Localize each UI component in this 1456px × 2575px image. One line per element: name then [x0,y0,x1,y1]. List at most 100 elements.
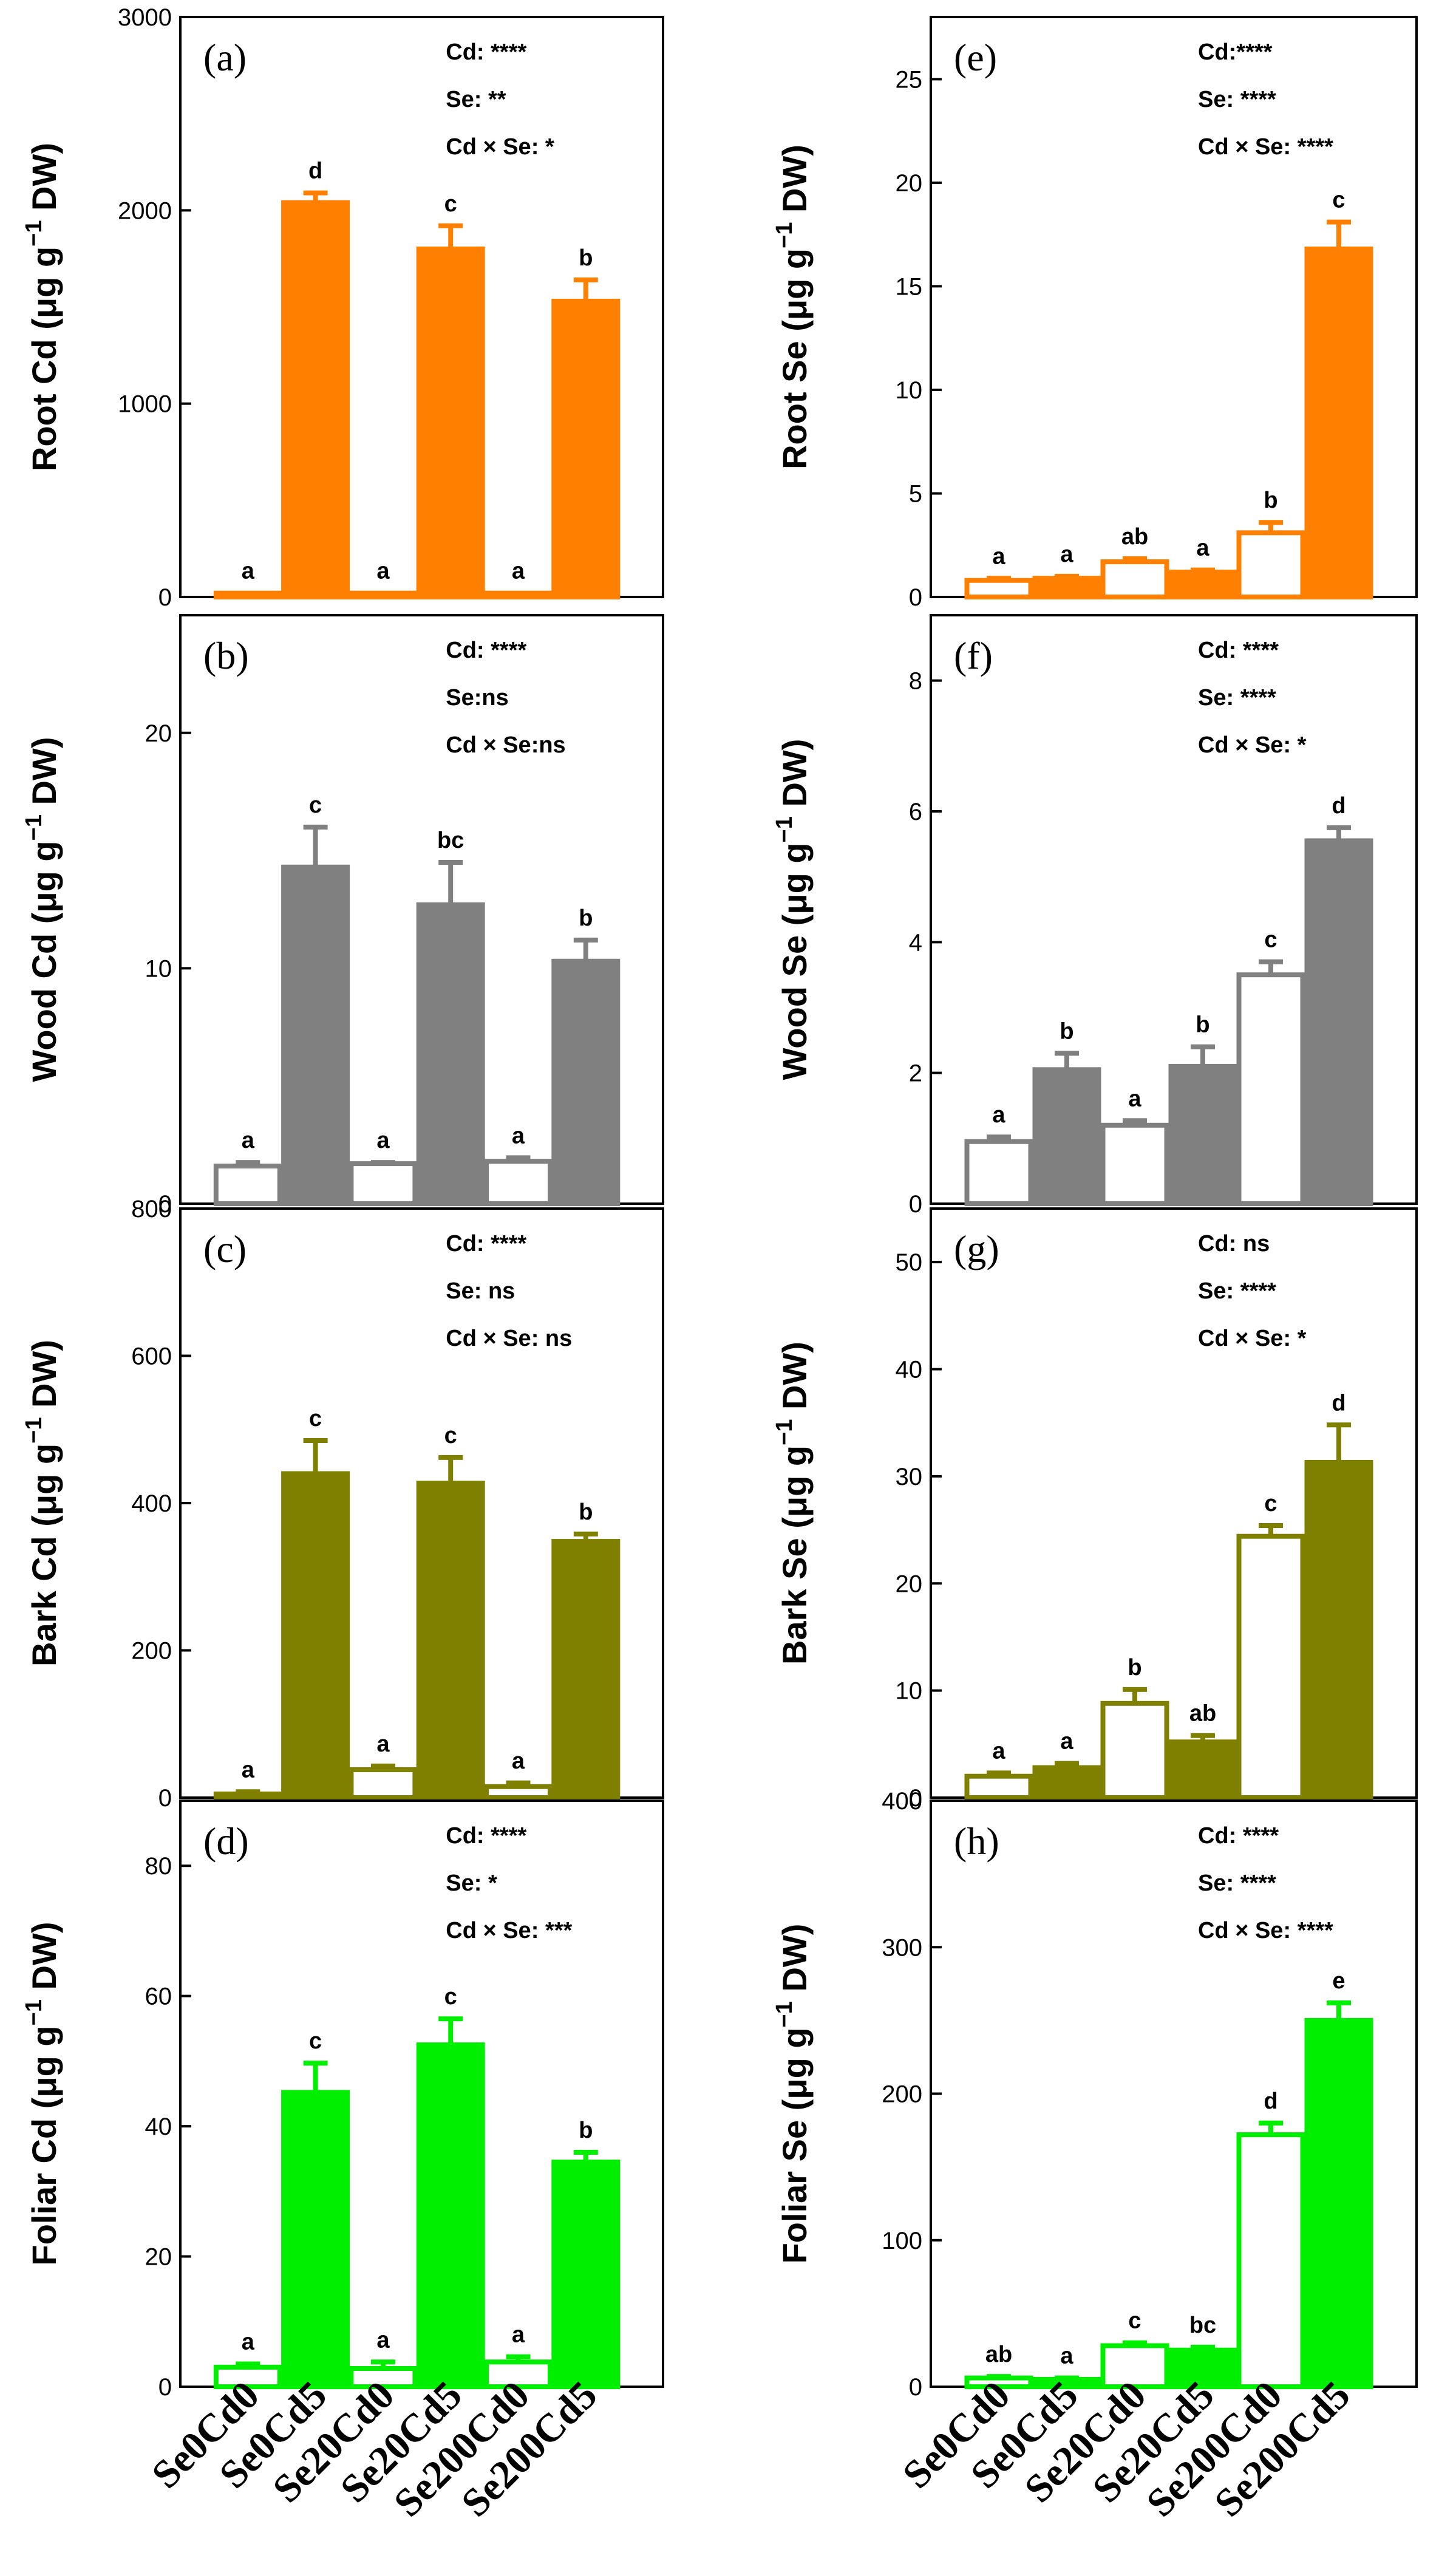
y-tick-label: 0 [909,2374,922,2401]
bar [213,1163,282,1207]
significance-letter: d [1332,1390,1345,1416]
significance-letter: a [512,1123,525,1148]
stats-annotation: Cd × Se: **** [1198,134,1333,160]
y-axis-label-exponent: −1 [21,220,47,247]
y-axis-label-text: Foliar Cd ( [25,2097,63,2265]
panel-title: (e) [954,36,997,79]
significance-letter: c [1264,927,1277,953]
y-axis-label-text: Bark Se ( [775,1517,814,1665]
y-tick-label: 40 [896,1357,923,1383]
y-axis-label-text: Wood Cd ( [25,912,63,1082]
y-tick-label: 50 [896,1249,923,1276]
bar [213,590,282,600]
significance-letter: b [579,245,593,271]
bar [551,958,621,1206]
y-tick-label: 200 [882,2081,922,2108]
significance-letter: c [444,1423,457,1448]
significance-letter: bc [1189,2313,1216,2338]
y-tick-label: 0 [158,1785,172,1812]
y-axis-label-exponent: −1 [772,222,797,248]
stats-annotation: Cd:**** [1198,39,1273,65]
bar [1032,576,1101,600]
significance-letter: d [1264,2089,1277,2114]
stats-annotation: Cd × Se: **** [1198,1918,1333,1943]
significance-letter: b [1264,488,1277,513]
significance-letter: a [242,1757,255,1782]
y-axis-label-text: Root Se ( [775,320,814,469]
y-tick-label: 80 [145,1853,172,1880]
stats-annotation: Cd × Se:ns [446,732,565,758]
bar [1304,1459,1373,1801]
panel-f: 0 2 4 6 8 a b a b c d (f) Cd: **** Se: **** Cd × Se: *… [772,614,1418,1218]
panel-d: 0 20 40 60 80 a c a c a b (d) Cd: **** Se: * Cd × Se: … [21,1799,664,2525]
stats-annotation: Cd: ns [1198,1231,1270,1257]
stats-annotation: Cd × Se: ns [446,1326,572,1351]
stats-annotation: Se: **** [1198,685,1276,711]
bar [1236,2132,1305,2390]
stats-annotation: Se: ns [446,1278,515,1304]
y-axis-label-exponent: −1 [21,1999,47,2025]
panel-c: 0 200 400 600 800 a c a c a b (c) Cd: **** Se: ns Cd ×… [21,1196,664,1812]
y-axis-label-suffix: DW) [25,1340,63,1417]
significance-letter: a [1060,2344,1073,2369]
bar [1100,1700,1169,1801]
y-axis-label: Root Cd (μg g−1 DW) [21,143,63,471]
stats-annotation: Se: ** [446,87,506,112]
bar [349,1161,418,1207]
y-tick-label: 6 [909,799,922,825]
stats-annotation: Cd: **** [446,39,526,65]
significance-letter: a [992,1102,1005,1128]
panel-title: (a) [203,36,247,79]
stats-annotation: Cd × Se: * [1198,732,1307,758]
y-axis-label: Foliar Se (μg g−1 DW) [772,1924,814,2264]
y-tick-label: 4 [909,929,922,956]
bar [964,1139,1033,1207]
panel-title: (f) [954,634,993,677]
stats-annotation: Cd: **** [446,1823,526,1849]
significance-letter: a [512,1748,525,1774]
bar [213,2364,282,2389]
bar [484,1159,553,1207]
bar [416,1481,485,1800]
significance-letter: a [242,559,255,584]
bar [281,2090,350,2389]
significance-letter: a [512,559,525,584]
y-tick-label: 10 [896,377,923,404]
y-axis-label-suffix: DW) [775,1342,814,1419]
y-tick-label: 200 [131,1638,172,1665]
y-axis-label-unit: μg g [775,2027,814,2099]
y-tick-label: 300 [882,1934,922,1961]
y-tick-label: 20 [896,1571,923,1597]
stats-annotation: Se:ns [446,685,508,711]
y-axis-label-unit: μg g [25,247,63,318]
significance-letter: a [1128,1086,1141,1111]
y-axis-label: Foliar Cd (μg g−1 DW) [21,1922,63,2266]
y-axis-label-unit: μg g [25,2025,63,2097]
y-axis-label-unit: μg g [775,248,814,320]
significance-letter: ab [985,2342,1012,2367]
y-tick-label: 20 [145,720,172,747]
bar [1304,2017,1373,2389]
stats-annotation: Cd × Se: * [446,134,554,160]
y-tick-label: 20 [145,2244,172,2271]
significance-letter: a [376,2327,390,2353]
significance-letter: c [309,793,322,818]
y-axis-label-suffix: DW) [25,737,63,815]
y-tick-label: 0 [909,1191,922,1218]
significance-letter: a [376,559,390,584]
significance-letter: ab [1121,524,1148,550]
stats-annotation: Cd × Se: * [1198,1326,1307,1351]
panel-b: 0 10 20 a c a bc a b (b) Cd: **** Se:ns Cd × Se:ns Wo… [21,614,664,1218]
significance-letter: a [376,1128,390,1153]
significance-letter: e [1332,1968,1345,1994]
y-axis-label-exponent: −1 [21,814,47,841]
y-axis-label-exponent: −1 [772,2001,797,2027]
bar [484,1784,553,1800]
y-tick-label: 15 [896,273,923,300]
y-tick-label: 2000 [118,197,172,224]
y-tick-label: 2 [909,1060,922,1087]
significance-letter: b [1060,1018,1073,1044]
